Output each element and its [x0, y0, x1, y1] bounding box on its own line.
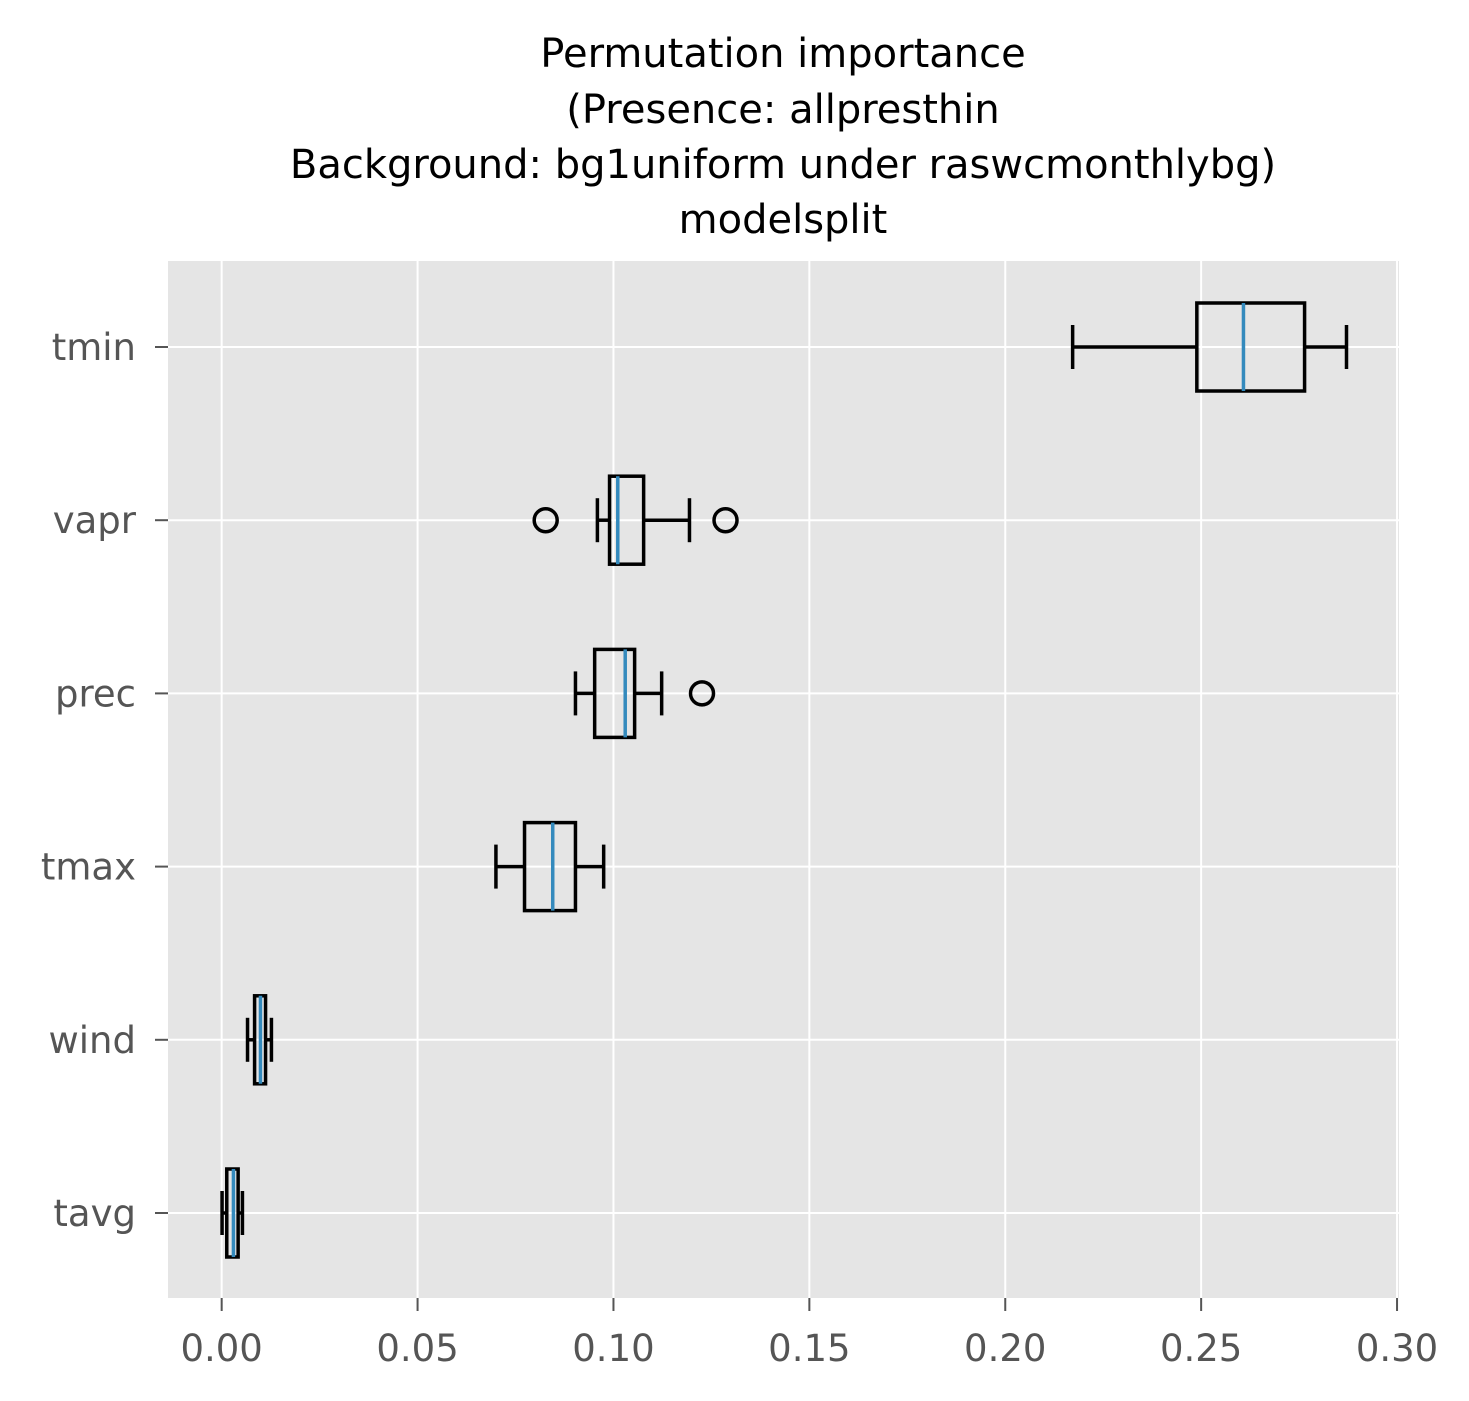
plot-area: [168, 261, 1399, 1298]
box-tavg: [220, 1167, 245, 1259]
box-iqr: [607, 474, 646, 566]
x-tick-label: 0.00: [180, 1327, 262, 1370]
axes: 0.00 0.05 0.10 0.15 0.20 0.25 0.30 tmin vapr prec…: [41, 326, 1438, 1370]
outlier-point: [712, 506, 739, 534]
y-tick-label: vapr: [53, 499, 137, 542]
box-tmax: [494, 820, 606, 913]
x-tick-label: 0.05: [376, 1327, 458, 1370]
box-iqr: [592, 647, 637, 740]
x-tick-label: 0.10: [572, 1327, 654, 1370]
box-prec: [573, 647, 716, 740]
title-line-1: Permutation importance: [540, 31, 1025, 77]
outlier-point: [688, 680, 716, 707]
chart-title: Permutation importance (Presence: allpre…: [290, 31, 1276, 243]
box-wind: [245, 994, 274, 1086]
title-line-4: modelsplit: [679, 197, 888, 243]
y-tick-label: tavg: [53, 1192, 136, 1235]
x-tick-label: 0.15: [768, 1327, 850, 1370]
boxes: [220, 301, 1349, 1259]
y-tick-label: tmax: [41, 846, 136, 889]
x-tick-label: 0.30: [1356, 1327, 1438, 1370]
box-iqr: [522, 820, 578, 913]
box-tmin: [1070, 301, 1349, 393]
x-tick-label: 0.25: [1160, 1327, 1242, 1370]
outlier-point: [532, 506, 559, 534]
title-line-3: Background: bg1uniform under raswcmonthl…: [290, 142, 1276, 188]
y-tick-label: tmin: [52, 326, 136, 369]
title-line-2: (Presence: allpresthin: [566, 87, 999, 133]
x-tick-label: 0.20: [964, 1327, 1046, 1370]
y-tick-label: wind: [49, 1019, 136, 1062]
grid-lines: [168, 261, 1399, 1298]
y-tick-label: prec: [55, 672, 136, 715]
box-iqr: [1195, 301, 1307, 393]
box-vapr: [532, 474, 739, 566]
